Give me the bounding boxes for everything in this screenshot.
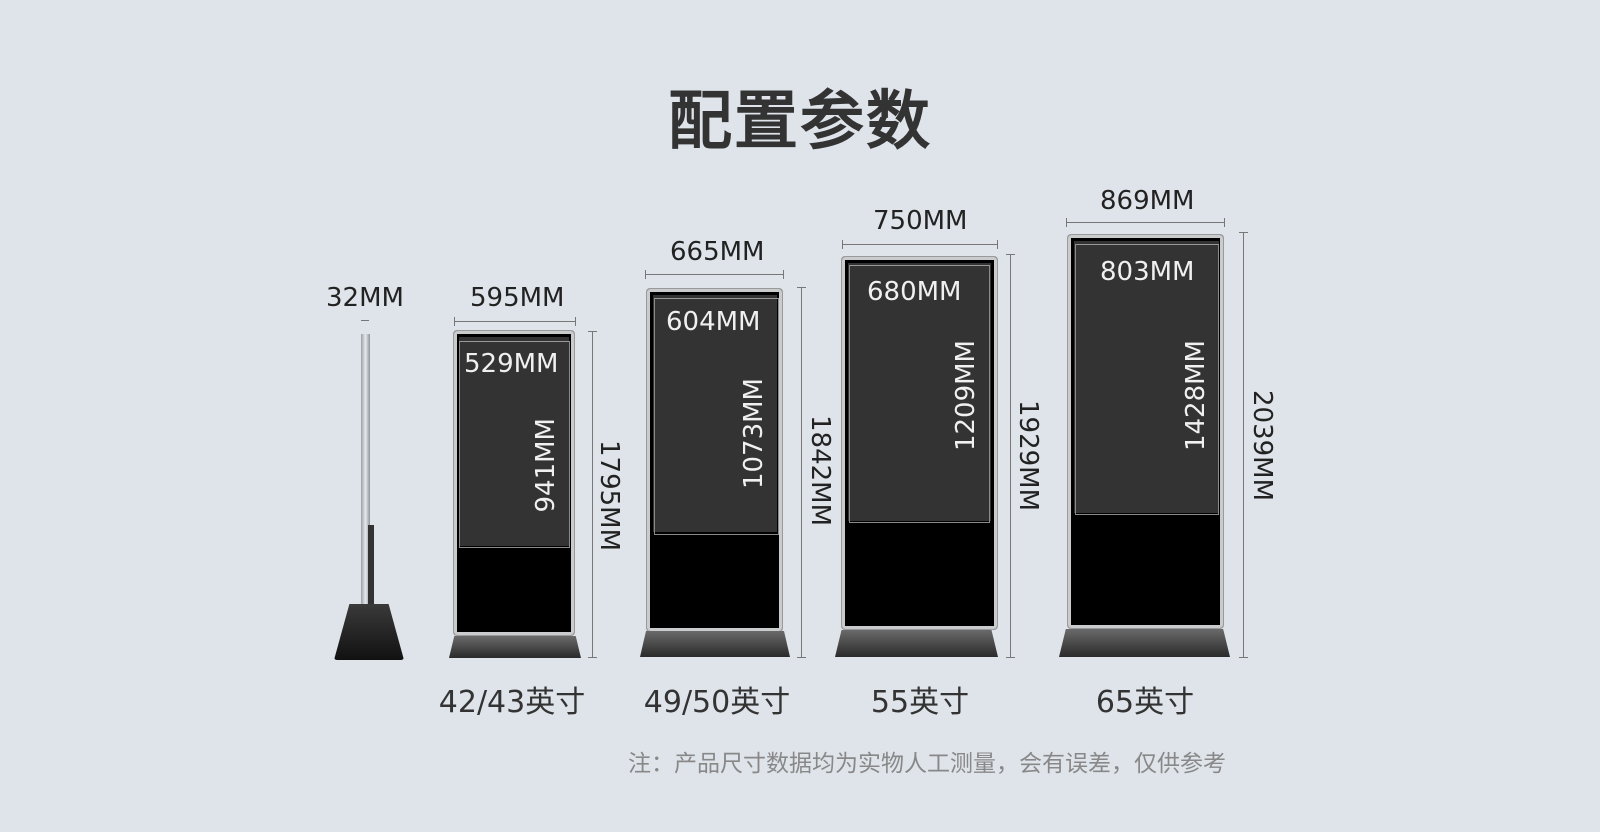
kiosk-base	[640, 631, 790, 657]
screen-area	[1074, 241, 1219, 513]
disclaimer-note: 注：产品尺寸数据均为实物人工测量，会有误差，仅供参考	[628, 751, 1226, 777]
outer-width-label: 665MM	[670, 237, 765, 267]
thickness-label: 32MM	[326, 283, 404, 313]
outer-width-label: 869MM	[1100, 186, 1195, 216]
total-height-label: 1929MM	[1013, 400, 1043, 512]
screen-width-label: 803MM	[1100, 257, 1195, 287]
screen-width-label: 604MM	[666, 307, 761, 337]
screen-outline	[459, 341, 570, 548]
screen-outline	[1075, 244, 1219, 515]
outer-width-label: 750MM	[873, 206, 968, 236]
tick	[1239, 657, 1248, 658]
tick	[1239, 232, 1248, 233]
tick	[1006, 657, 1015, 658]
tick	[645, 270, 646, 279]
kiosk-base	[835, 630, 998, 657]
screen-height-label: 1073MM	[739, 378, 769, 490]
size-label: 49/50英寸	[643, 685, 791, 720]
tick	[783, 270, 784, 279]
screen-height-label: 1209MM	[951, 340, 981, 452]
tick	[588, 657, 597, 658]
tick	[454, 317, 455, 326]
tick	[1066, 218, 1067, 227]
total-height-line	[592, 331, 593, 657]
screen-height-label: 941MM	[531, 418, 561, 513]
side-panel	[361, 334, 370, 652]
kiosk-base	[449, 636, 581, 658]
total-height-label: 2039MM	[1247, 390, 1277, 502]
kiosk-base	[1059, 629, 1230, 657]
tick	[797, 657, 806, 658]
screen-area	[848, 263, 991, 521]
tick	[1224, 218, 1225, 227]
tick	[588, 331, 597, 332]
page-title: 配置参数	[668, 85, 932, 159]
tick	[797, 287, 806, 288]
screen-outline	[654, 298, 779, 535]
total-height-label: 1842MM	[805, 415, 835, 527]
side-base	[334, 604, 404, 660]
screen-width-label: 680MM	[867, 277, 962, 307]
screen-area	[653, 295, 777, 532]
total-height-line	[1010, 254, 1011, 657]
side-back-bracket	[368, 525, 374, 605]
tick	[1006, 254, 1015, 255]
outer-width-line	[645, 274, 783, 275]
screen-outline	[849, 265, 990, 523]
total-height-line	[1243, 232, 1244, 657]
tick	[842, 240, 843, 249]
size-label: 55英寸	[870, 685, 970, 720]
tick	[997, 240, 998, 249]
outer-width-label: 595MM	[470, 283, 565, 313]
outer-width-line	[1066, 222, 1224, 223]
thickness-dimension-line	[361, 320, 369, 321]
outer-width-line	[842, 244, 997, 245]
size-label: 42/43英寸	[438, 685, 586, 720]
total-height-label: 1795MM	[594, 440, 624, 552]
screen-area	[459, 337, 569, 546]
outer-width-line	[454, 321, 576, 322]
tick	[575, 317, 576, 326]
total-height-line	[801, 287, 802, 657]
screen-width-label: 529MM	[464, 349, 559, 379]
size-label: 65英寸	[1095, 685, 1195, 720]
screen-height-label: 1428MM	[1181, 340, 1211, 452]
